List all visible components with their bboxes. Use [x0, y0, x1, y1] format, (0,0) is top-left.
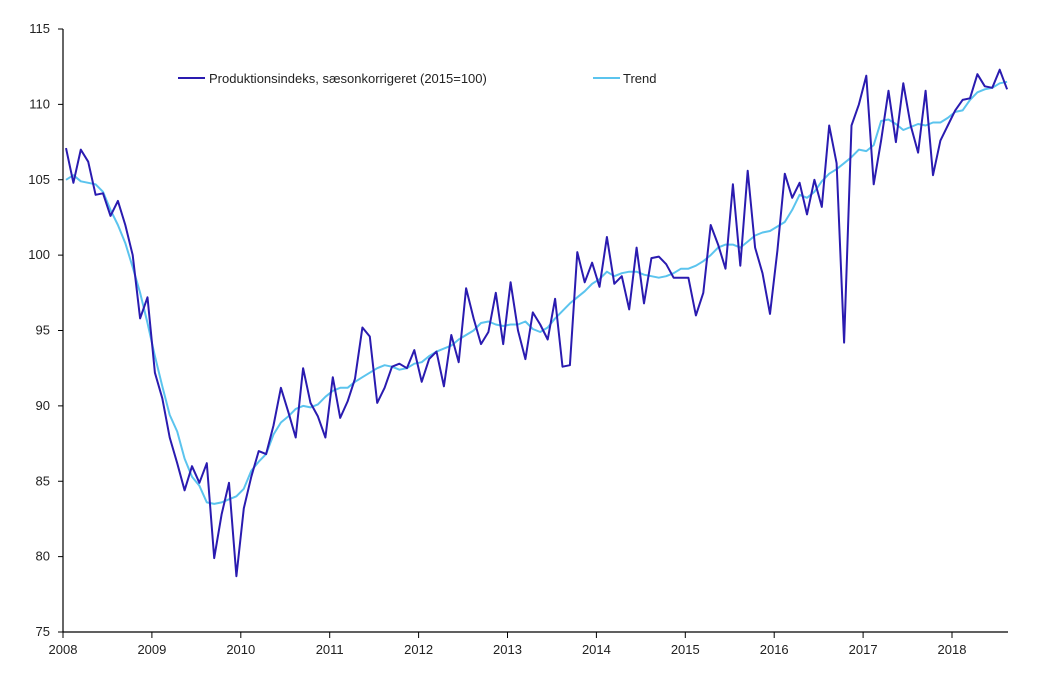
x-tick-label: 2008	[49, 642, 78, 657]
x-tick-label: 2012	[404, 642, 433, 657]
x-tick-label: 2014	[582, 642, 611, 657]
x-tick-label: 2011	[316, 642, 344, 657]
x-tick-label: 2018	[938, 642, 967, 657]
y-tick-label: 90	[36, 398, 50, 413]
legend-label-trend: Trend	[623, 71, 656, 86]
y-tick-label: 75	[36, 624, 50, 639]
y-axis: 75 80 85 90 95 100 105 110 115	[28, 21, 63, 639]
x-tick-label: 2009	[137, 642, 166, 657]
series-line-production-index	[65, 68, 1009, 578]
y-tick-label: 110	[29, 96, 50, 111]
series-lines	[65, 68, 1009, 578]
x-tick-label: 2013	[493, 642, 522, 657]
x-tick-label: 2015	[671, 642, 700, 657]
x-tick-label: 2016	[760, 642, 789, 657]
y-tick-label: 80	[36, 549, 50, 564]
x-axis: 2008 2009 2010 2011 2012 2013 2014 2015 2016 2017…	[49, 632, 967, 657]
x-tick-label: 2010	[226, 642, 255, 657]
legend-label-production-index: Produktionsindeks, sæsonkorrigeret (2015…	[209, 71, 487, 86]
y-tick-label: 100	[28, 247, 50, 262]
x-tick-label: 2017	[849, 642, 878, 657]
series-line-trend	[65, 80, 1008, 505]
y-tick-label: 115	[29, 21, 50, 36]
y-tick-label: 95	[36, 323, 50, 338]
y-tick-label: 85	[36, 473, 50, 488]
legend: Produktionsindeks, sæsonkorrigeret (2015…	[178, 71, 656, 86]
y-tick-label: 105	[28, 172, 50, 187]
